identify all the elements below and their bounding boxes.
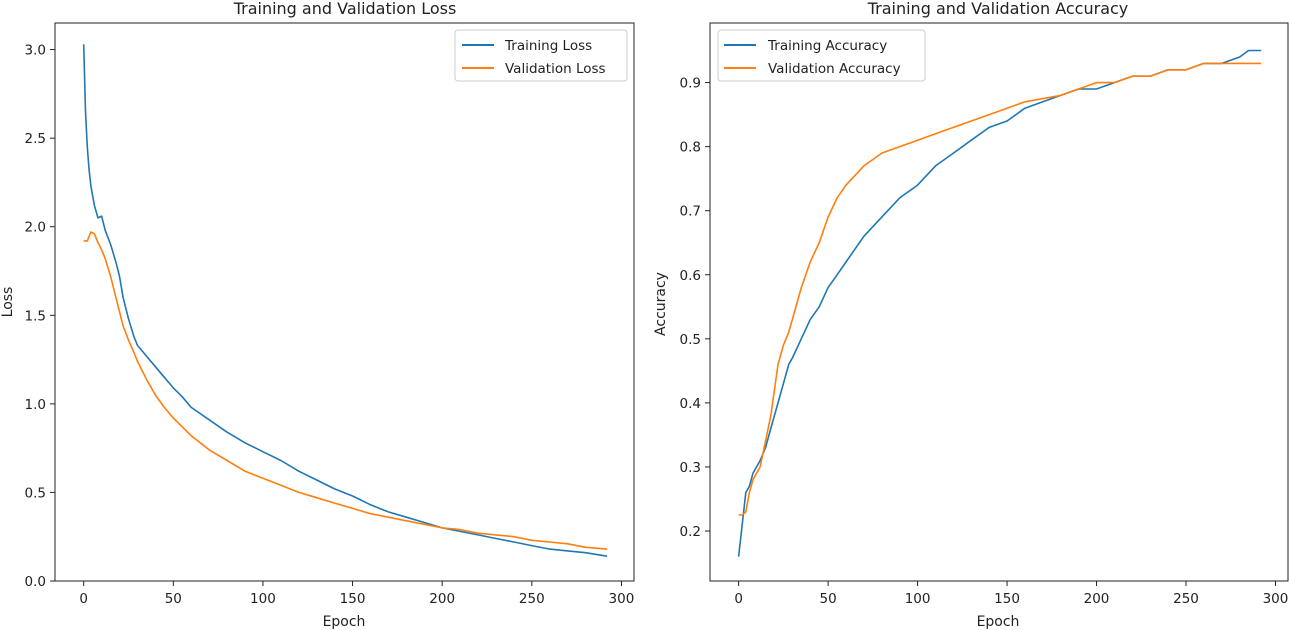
loss-x-tick-label: 50 <box>165 591 182 607</box>
accuracy-legend-label-training: Training Accuracy <box>767 38 887 54</box>
loss-legend-box <box>454 29 628 82</box>
accuracy-x-tick-label: 150 <box>994 591 1020 607</box>
accuracy-x-tick-label: 250 <box>1173 591 1199 607</box>
accuracy-series-line-training <box>737 49 1262 557</box>
accuracy-y-axis-label: Accuracy <box>653 272 669 336</box>
accuracy-y-tick-label: 0.3 <box>680 460 701 476</box>
accuracy-x-tick-label: 300 <box>1263 591 1289 607</box>
loss-chart-title: Training and Validation Loss <box>233 0 457 18</box>
accuracy-series-line-validation <box>738 62 1262 516</box>
accuracy-chart-title: Training and Validation Accuracy <box>867 0 1129 18</box>
loss-plot-frame <box>54 22 635 582</box>
loss-legend-label-training: Training Loss <box>504 38 592 54</box>
accuracy-y-tick-label: 0.5 <box>680 332 701 348</box>
accuracy-legend-box <box>717 29 926 82</box>
accuracy-legend-label-validation: Validation Accuracy <box>768 61 901 77</box>
accuracy-x-tick-label: 0 <box>734 591 743 607</box>
loss-x-tick-label: 0 <box>79 591 88 607</box>
accuracy-x-tick-label: 50 <box>820 591 837 607</box>
loss-x-tick-label: 300 <box>609 591 635 607</box>
accuracy-y-tick-label: 0.9 <box>680 76 701 92</box>
loss-x-tick-label: 200 <box>429 591 455 607</box>
loss-chart: Training and Validation Loss 0 50 100 150 20… <box>0 0 635 630</box>
accuracy-x-tick-label: 200 <box>1084 591 1110 607</box>
loss-y-axis-label: Loss <box>0 287 16 318</box>
accuracy-plot-frame <box>709 22 1289 582</box>
loss-series-line-training <box>82 44 608 557</box>
loss-y-tick-label: 2.5 <box>25 131 46 147</box>
accuracy-y-tick-label: 0.7 <box>680 204 701 220</box>
loss-x-axis-label: Epoch <box>323 614 366 630</box>
accuracy-y-tick-label: 0.8 <box>680 140 701 156</box>
loss-y-tick-label: 0.5 <box>25 485 46 501</box>
loss-y-tick-label: 1.0 <box>25 397 46 413</box>
loss-x-tick-label: 250 <box>519 591 545 607</box>
loss-series-line-validation <box>83 231 608 550</box>
loss-y-tick-label: 3.0 <box>25 43 46 59</box>
accuracy-legend: Training Accuracy Validation Accuracy <box>717 29 926 82</box>
loss-y-tick-label: 0.0 <box>25 574 46 590</box>
accuracy-y-tick-label: 0.4 <box>680 396 701 412</box>
accuracy-y-tick-label: 0.6 <box>680 268 701 284</box>
loss-y-tick-label: 1.5 <box>25 308 46 324</box>
loss-legend-label-validation: Validation Loss <box>505 61 606 77</box>
accuracy-x-tick-label: 100 <box>905 591 931 607</box>
accuracy-x-axis-label: Epoch <box>977 614 1020 630</box>
loss-x-tick-label: 100 <box>250 591 276 607</box>
loss-y-tick-label: 2.0 <box>25 220 46 236</box>
loss-legend: Training Loss Validation Loss <box>454 29 628 82</box>
accuracy-y-tick-label: 0.2 <box>680 524 701 540</box>
loss-x-tick-label: 150 <box>340 591 366 607</box>
accuracy-chart: Training and Validation Accuracy 0 50 100 1… <box>653 0 1289 630</box>
